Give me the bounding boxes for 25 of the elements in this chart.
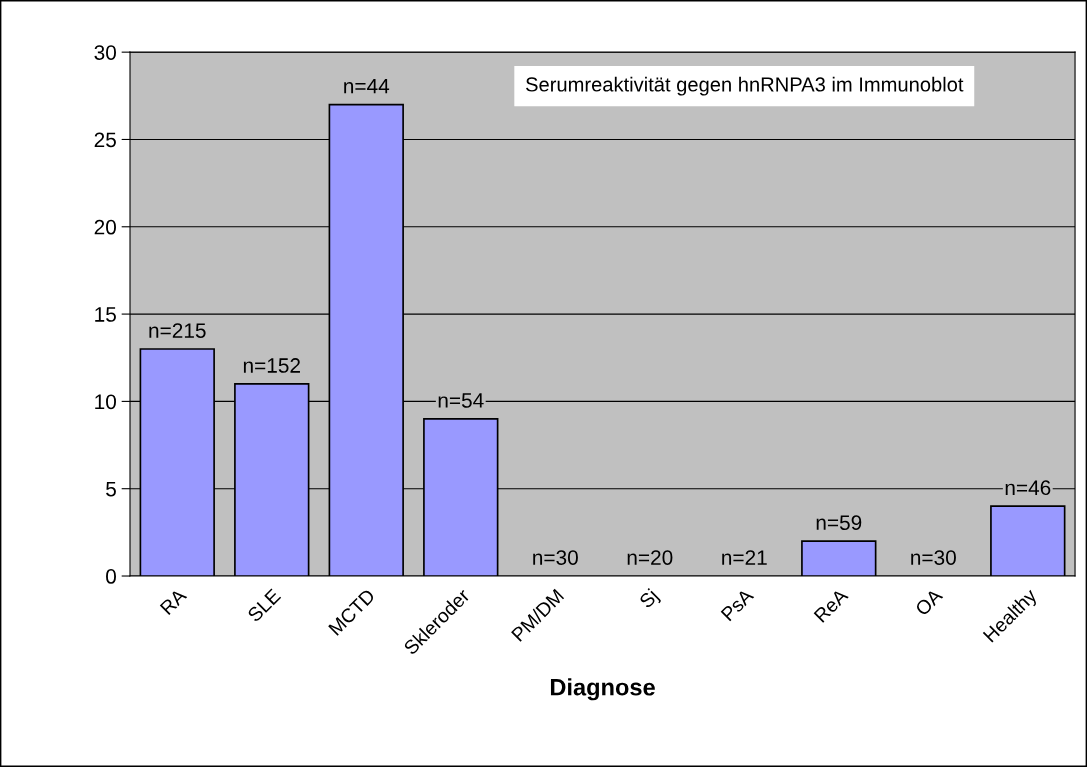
y-tick-label: 20 bbox=[94, 219, 116, 235]
annotation: n=20 bbox=[627, 550, 673, 565]
annotation: n=30 bbox=[911, 550, 956, 565]
annotation: n=215 bbox=[149, 323, 206, 338]
y-tick-label: 5 bbox=[106, 481, 116, 497]
x-tick-label: SLE bbox=[246, 588, 282, 623]
x-tick-label: RA bbox=[159, 587, 188, 616]
y-tick-label: 0 bbox=[106, 569, 116, 584]
annotation: n=46 bbox=[1005, 480, 1051, 496]
x-tick-label: PsA bbox=[720, 587, 755, 622]
y-tick-label: 15 bbox=[95, 307, 116, 322]
x-tick-label: OA bbox=[914, 587, 944, 617]
annotation: n=59 bbox=[816, 515, 862, 531]
annotation: n=54 bbox=[438, 393, 484, 408]
y-tick-label: 30 bbox=[94, 45, 116, 60]
annotation: n=152 bbox=[243, 358, 300, 373]
annotation: n=21 bbox=[722, 550, 767, 565]
x-tick-label: ReA bbox=[813, 587, 849, 623]
annotation: n=44 bbox=[344, 78, 390, 94]
annotation: n=30 bbox=[533, 550, 578, 565]
text: Serumreaktivität gegen hnRNPA3 im Immunoblot bbox=[526, 76, 964, 96]
y-tick-label: 10 bbox=[95, 394, 116, 410]
x-axis-title: Diagnose bbox=[550, 678, 655, 701]
y-tick-label: 25 bbox=[94, 132, 116, 148]
x-tick-label: Sj bbox=[638, 588, 662, 612]
